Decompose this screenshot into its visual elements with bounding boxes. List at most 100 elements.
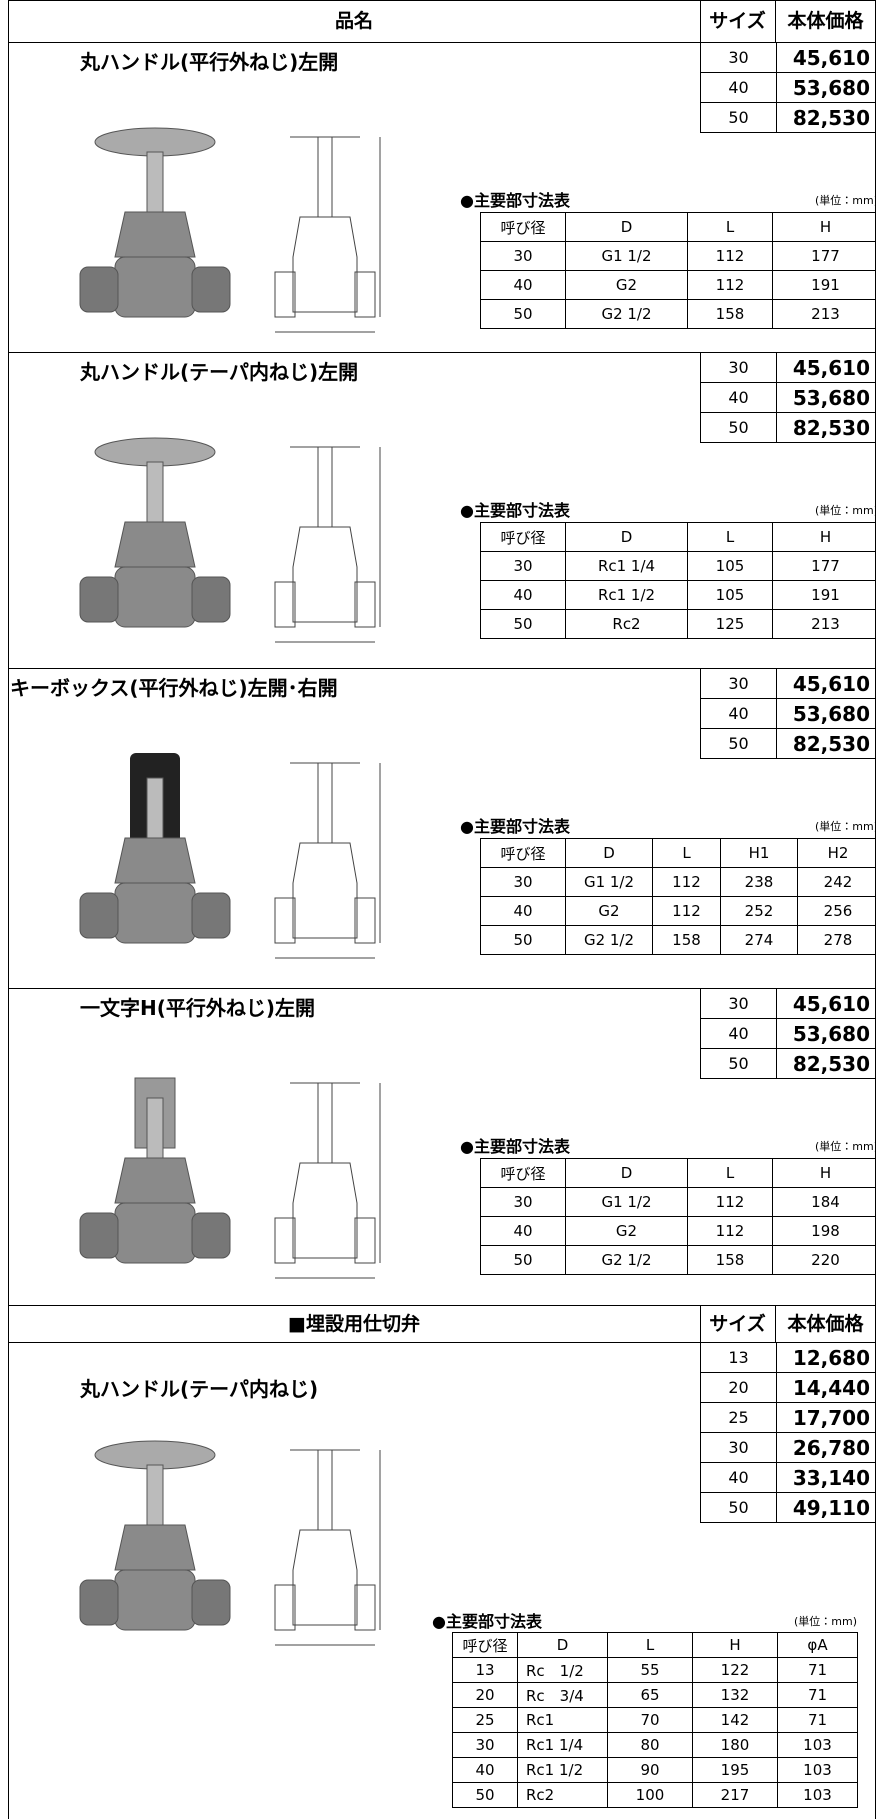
port (79, 892, 119, 939)
port (191, 576, 231, 623)
price-table: 30 45,610 40 53,680 50 82,530 (700, 668, 876, 759)
port (191, 266, 231, 313)
body (114, 566, 196, 628)
size: 50 (700, 728, 777, 759)
cell: 30 (452, 1732, 518, 1758)
cell: 112 (652, 896, 721, 926)
cell: 20 (452, 1682, 518, 1708)
price: 12,680 (776, 1342, 876, 1373)
cell: 252 (720, 896, 798, 926)
drawing-port (274, 1584, 296, 1631)
header-price: 本体価格 (787, 10, 864, 32)
header-size: サイズ (709, 10, 766, 32)
bonnet (114, 1524, 196, 1571)
cell: G2 1/2 (565, 1245, 688, 1275)
price-table: 30 45,610 40 53,680 50 82,530 (700, 42, 876, 133)
rule (8, 0, 876, 1)
price-table: 30 45,610 40 53,680 50 82,530 (700, 988, 876, 1079)
price: 82,530 (776, 1048, 876, 1079)
cell: 100 (607, 1782, 693, 1808)
product-title: 一文字H(平行外ねじ)左開 (80, 996, 316, 1020)
stem (146, 151, 164, 213)
size: 30 (700, 988, 777, 1019)
cell: 25 (452, 1707, 518, 1733)
cell: Rc1 1/2 (565, 580, 688, 610)
column-header: 呼び径 (480, 1158, 566, 1188)
drawing-stem (317, 1449, 333, 1531)
cell: 70 (607, 1707, 693, 1733)
price: 53,680 (776, 72, 876, 103)
drawing-stem (317, 446, 333, 528)
column-header: D (565, 212, 688, 242)
price: 53,680 (776, 382, 876, 413)
drawing-stem (317, 762, 333, 844)
column-header: 呼び径 (480, 212, 566, 242)
data-row: 40 G2 112 252 256 (480, 896, 876, 926)
product-title: 丸ハンドル(テーパ内ねじ) (80, 1377, 319, 1401)
price-row: 20 14,440 (700, 1372, 876, 1403)
cell: G2 1/2 (565, 925, 653, 955)
bonnet (114, 211, 196, 258)
cell: 184 (772, 1187, 876, 1217)
price: 33,140 (776, 1462, 876, 1493)
cell: 122 (692, 1657, 778, 1683)
cell: 71 (777, 1657, 858, 1683)
valve-illustration (79, 1077, 381, 1279)
cell: 30 (480, 1187, 566, 1217)
section-rule (8, 988, 876, 989)
size: 30 (700, 42, 777, 73)
cell: 213 (772, 609, 876, 639)
data-row: 50 Rc2 100 217 103 (452, 1782, 858, 1808)
cell: G2 (565, 896, 653, 926)
drawing-body (292, 526, 358, 623)
drawing-port (274, 897, 296, 944)
drawing-port (354, 1217, 376, 1264)
valve-illustration (79, 1440, 381, 1646)
data-row: 40 G2 112 198 (480, 1216, 876, 1246)
drawing-body (292, 1529, 358, 1626)
data-row: 50 Rc2 125 213 (480, 609, 876, 639)
drawing-port (354, 581, 376, 628)
price-row: 50 82,530 (700, 728, 876, 759)
size: 50 (700, 102, 777, 133)
column-header: L (607, 1632, 693, 1658)
illustration (75, 733, 395, 977)
column-header: H2 (797, 838, 876, 868)
unit-note: (単位：mm) (814, 1140, 876, 1153)
cell: 125 (687, 609, 773, 639)
price-row: 40 53,680 (700, 382, 876, 413)
cell: 40 (480, 896, 566, 926)
table-caption: ●主要部寸法表 (432, 1612, 542, 1631)
price-table: 13 12,680 20 14,440 25 17,700 30 26,780 40 33,140… (700, 1342, 876, 1523)
rule (775, 0, 776, 42)
data-row: 40 G2 112 191 (480, 270, 876, 300)
size: 30 (700, 352, 777, 383)
port (191, 892, 231, 939)
header-product: 品名 (334, 10, 373, 32)
cell: G2 (565, 1216, 688, 1246)
price-row: 40 53,680 (700, 698, 876, 729)
body (114, 256, 196, 318)
drawing-port (354, 1584, 376, 1631)
cell: Rc2 (517, 1782, 608, 1808)
size: 25 (700, 1402, 777, 1433)
cell: 105 (687, 580, 773, 610)
price: 45,610 (776, 352, 876, 383)
illustration (75, 1420, 395, 1664)
valve-illustration (79, 753, 381, 959)
price: 17,700 (776, 1402, 876, 1433)
price-row: 50 82,530 (700, 102, 876, 133)
price: 82,530 (776, 728, 876, 759)
illustration (75, 107, 395, 351)
column-header: 呼び径 (480, 838, 566, 868)
drawing-body (292, 842, 358, 939)
size: 30 (700, 1432, 777, 1463)
cell: 103 (777, 1732, 858, 1758)
drawing-port (274, 1217, 296, 1264)
section-rule (8, 1305, 876, 1306)
cell: 71 (777, 1707, 858, 1733)
cell: 195 (692, 1757, 778, 1783)
